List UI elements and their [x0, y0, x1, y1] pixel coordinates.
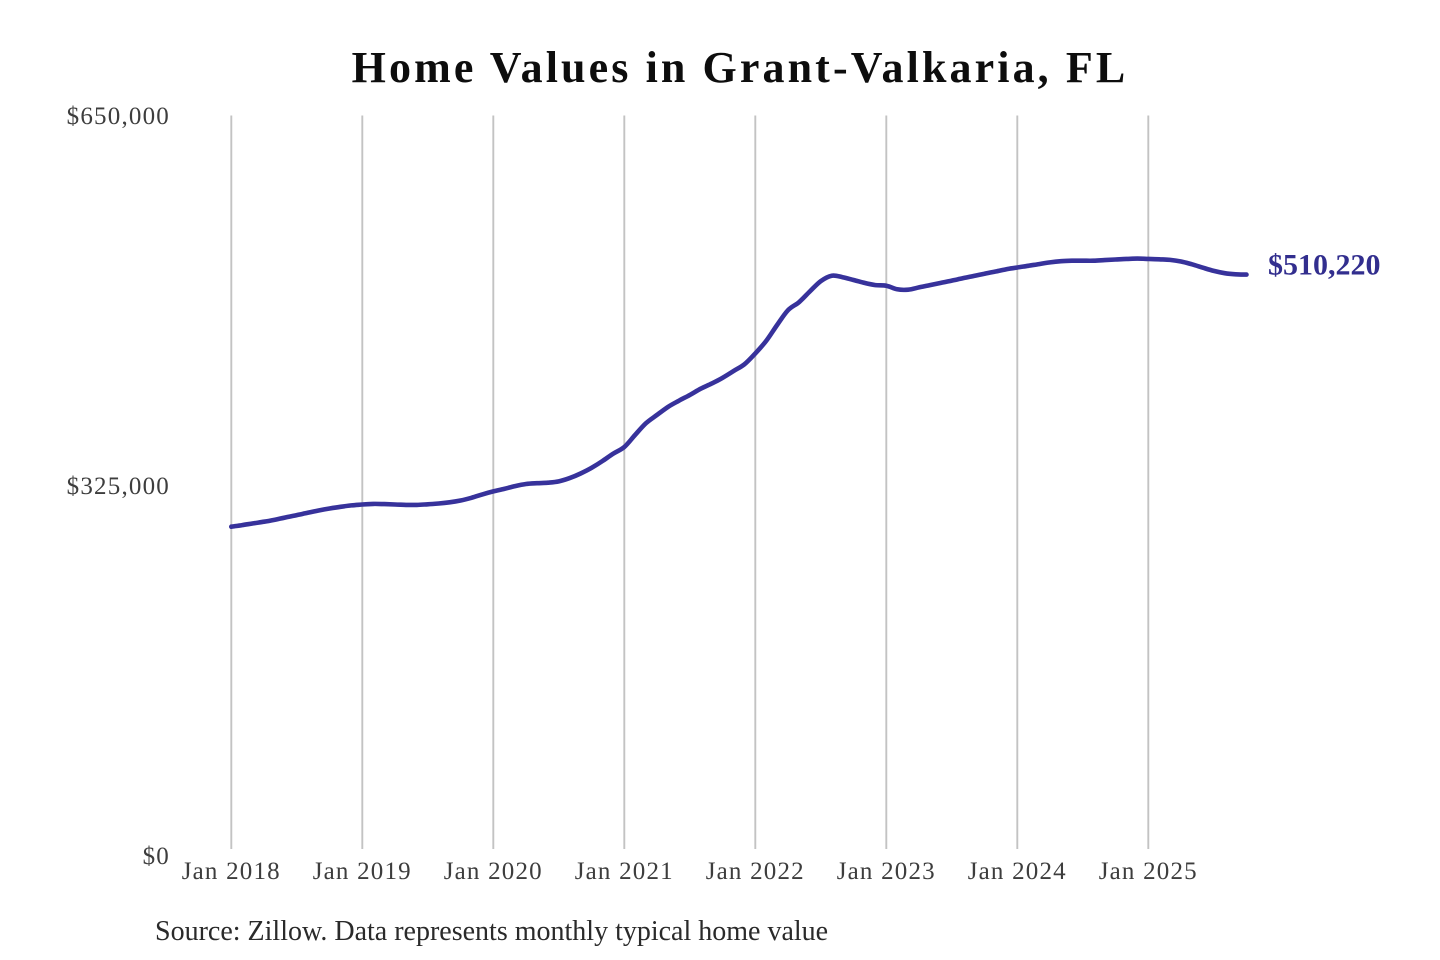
svg-text:Jan 2018: Jan 2018: [182, 858, 281, 885]
svg-text:Jan 2022: Jan 2022: [706, 858, 805, 885]
svg-text:$650,000: $650,000: [67, 103, 170, 130]
svg-text:$510,220: $510,220: [1268, 249, 1381, 282]
svg-text:Jan 2021: Jan 2021: [575, 858, 674, 885]
svg-text:Jan 2019: Jan 2019: [313, 858, 412, 885]
svg-text:Jan 2020: Jan 2020: [444, 858, 543, 885]
svg-text:Jan 2023: Jan 2023: [837, 858, 936, 885]
svg-text:Source: Zillow. Data represent: Source: Zillow. Data represents monthly …: [155, 916, 828, 947]
svg-text:Jan 2024: Jan 2024: [968, 858, 1067, 885]
svg-text:Home Values in Grant-Valkaria,: Home Values in Grant-Valkaria, FL: [352, 43, 1129, 92]
svg-text:$0: $0: [143, 843, 170, 870]
svg-text:Jan 2025: Jan 2025: [1099, 858, 1198, 885]
svg-text:$325,000: $325,000: [67, 473, 170, 500]
